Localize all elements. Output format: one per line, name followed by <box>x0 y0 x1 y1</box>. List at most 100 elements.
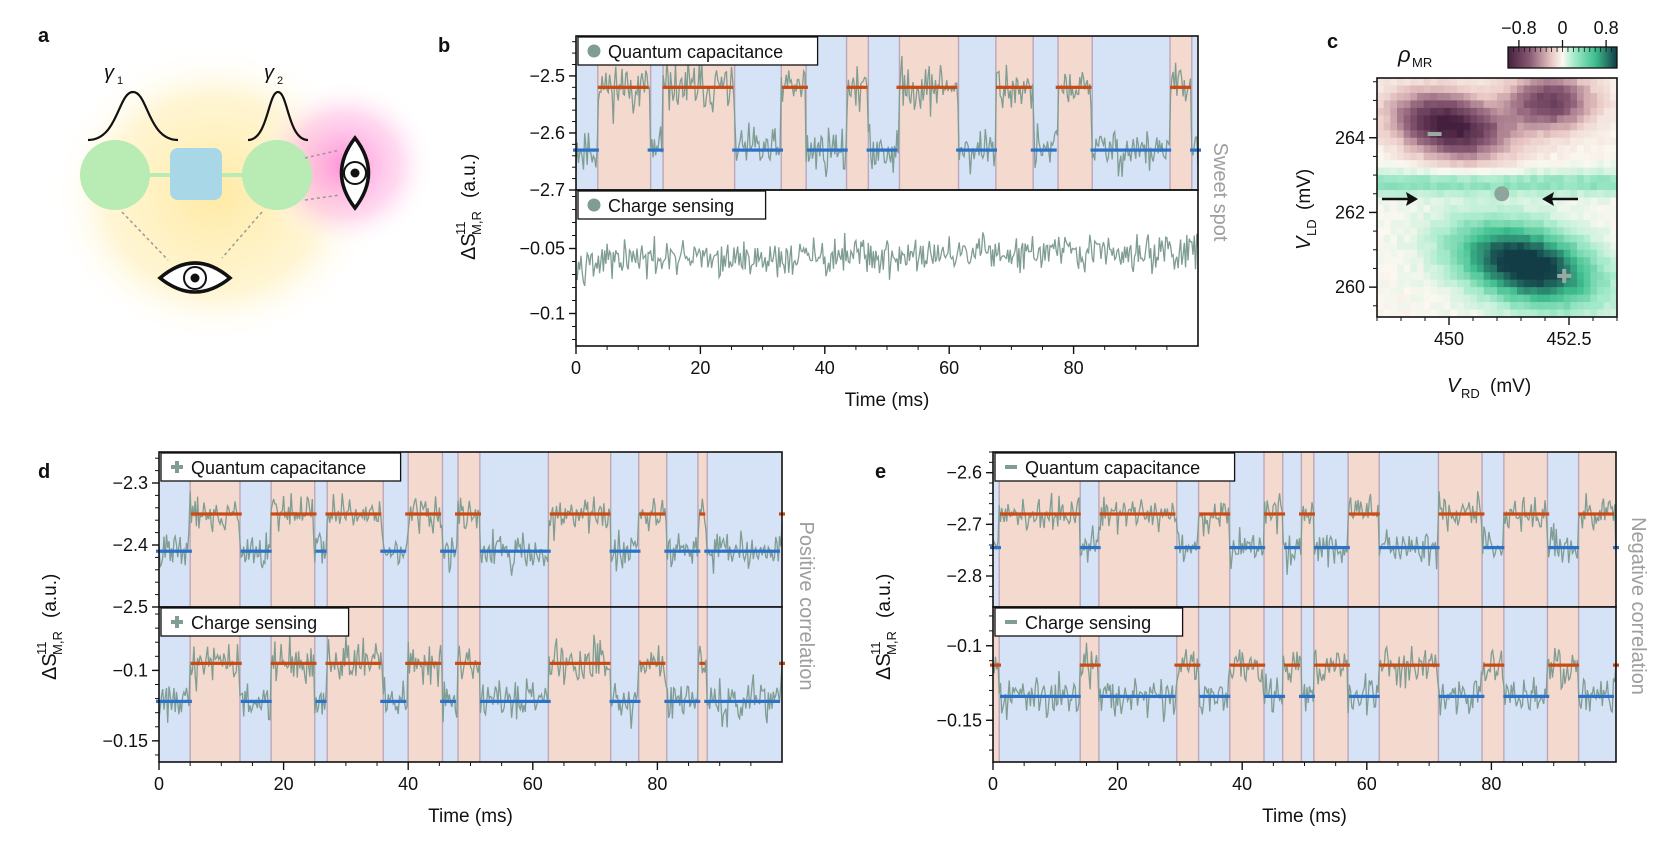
heatmap-cell <box>1483 85 1491 94</box>
state-band <box>638 607 667 762</box>
heatmap-cell <box>1577 115 1585 124</box>
heatmap-cell <box>1550 219 1558 228</box>
heatmap-cell <box>1577 122 1585 131</box>
level-marker <box>1593 512 1600 516</box>
level-marker <box>1194 663 1201 667</box>
heatmap-cell <box>1483 212 1491 221</box>
heatmap-cell <box>1563 249 1571 258</box>
level-marker <box>707 85 714 89</box>
heatmap-cell <box>1563 287 1571 296</box>
heatmap-cell <box>1383 115 1391 124</box>
level-marker <box>280 661 287 665</box>
heatmap-cell <box>1457 115 1465 124</box>
level-marker <box>1563 663 1570 667</box>
level-marker <box>866 148 873 152</box>
heatmap-cell <box>1603 309 1611 318</box>
level-marker <box>275 512 282 516</box>
heatmap-cell <box>1390 234 1398 243</box>
heatmap-cell <box>1397 175 1405 184</box>
heatmap-cell <box>1463 272 1471 281</box>
heatmap-cell <box>1497 249 1505 258</box>
heatmap-cell <box>1610 190 1618 199</box>
heatmap-cell <box>1470 167 1478 176</box>
heatmap-cell <box>1557 85 1565 94</box>
heatmap-cell <box>1430 145 1438 154</box>
level-marker <box>1318 663 1325 667</box>
heatmap-cell <box>1603 190 1611 199</box>
level-marker <box>657 148 664 152</box>
heatmap-cell <box>1397 190 1405 199</box>
heatmap-cell <box>1463 309 1471 318</box>
level-marker <box>1209 694 1216 699</box>
heatmap-cell <box>1603 249 1611 258</box>
heatmap-cell <box>1510 309 1518 318</box>
heatmap-cell <box>1457 227 1465 236</box>
heatmap-cell <box>1510 257 1518 266</box>
level-marker <box>609 699 616 704</box>
level-marker <box>1069 512 1076 516</box>
heatmap-cell <box>1603 272 1611 281</box>
level-marker <box>1015 85 1022 89</box>
heatmap-cell <box>1570 264 1578 273</box>
heatmap-cell <box>1390 197 1398 206</box>
level-marker <box>966 148 973 152</box>
level-marker <box>190 512 197 516</box>
panel-letter-c: c <box>1327 31 1338 53</box>
level-marker <box>270 661 277 665</box>
heatmap-cell <box>1483 309 1491 318</box>
level-marker <box>1328 545 1335 550</box>
level-marker <box>739 699 746 704</box>
heatmap-cell <box>1483 190 1491 199</box>
heatmap-cell <box>1577 130 1585 139</box>
heatmap-cell <box>1583 130 1591 139</box>
level-marker <box>769 549 776 553</box>
heatmap-cell <box>1583 257 1591 266</box>
heatmap-cell <box>1503 279 1511 288</box>
level-marker <box>976 148 983 152</box>
heatmap-cell <box>1463 204 1471 214</box>
heatmap-cell <box>1477 137 1485 146</box>
level-marker <box>851 85 858 89</box>
level-marker <box>240 549 247 553</box>
heatmap-cell <box>1483 287 1491 296</box>
level-marker <box>410 661 417 665</box>
heatmap-cell <box>1590 145 1598 154</box>
heatmap-cell <box>1530 160 1538 169</box>
heatmap-cell <box>1577 234 1585 243</box>
heatmap-cell <box>1450 190 1458 199</box>
heatmap-cell <box>1377 257 1385 266</box>
heatmap-cell <box>1570 115 1578 124</box>
heatmap-cell <box>1410 78 1418 87</box>
heatmap-cell <box>1463 85 1471 94</box>
level-marker <box>747 148 754 152</box>
heatmap-cell <box>1550 167 1558 176</box>
heatmap-cell <box>1463 190 1471 199</box>
level-marker <box>1139 512 1146 516</box>
heatmap-cell <box>1430 227 1438 236</box>
level-marker <box>632 85 639 89</box>
level-marker <box>762 148 769 152</box>
heatmap-cell <box>1417 115 1425 124</box>
heatmap-cell <box>1423 152 1431 161</box>
heatmap-cell <box>1403 204 1411 214</box>
heatmap-cell <box>1470 204 1478 214</box>
heatmap-cell <box>1557 309 1565 318</box>
heatmap-cell <box>1523 264 1531 273</box>
heatmap-cell <box>1450 287 1458 296</box>
level-marker <box>702 85 709 89</box>
plus-marker-v <box>1562 268 1567 283</box>
level-marker <box>340 512 347 516</box>
heatmap-cell <box>1430 160 1438 169</box>
level-marker <box>564 512 571 516</box>
level-marker <box>1234 545 1241 550</box>
heatmap-cell <box>1450 197 1458 206</box>
heatmap-cell <box>1503 294 1511 303</box>
heatmap-cell <box>1610 219 1618 228</box>
heatmap-cell <box>1437 287 1445 296</box>
state-band <box>1482 452 1504 607</box>
legend-label: Quantum capacitance <box>608 42 783 62</box>
heatmap-cell <box>1403 145 1411 154</box>
level-marker <box>395 699 402 704</box>
level-marker <box>1075 85 1082 89</box>
level-marker <box>1543 512 1550 516</box>
